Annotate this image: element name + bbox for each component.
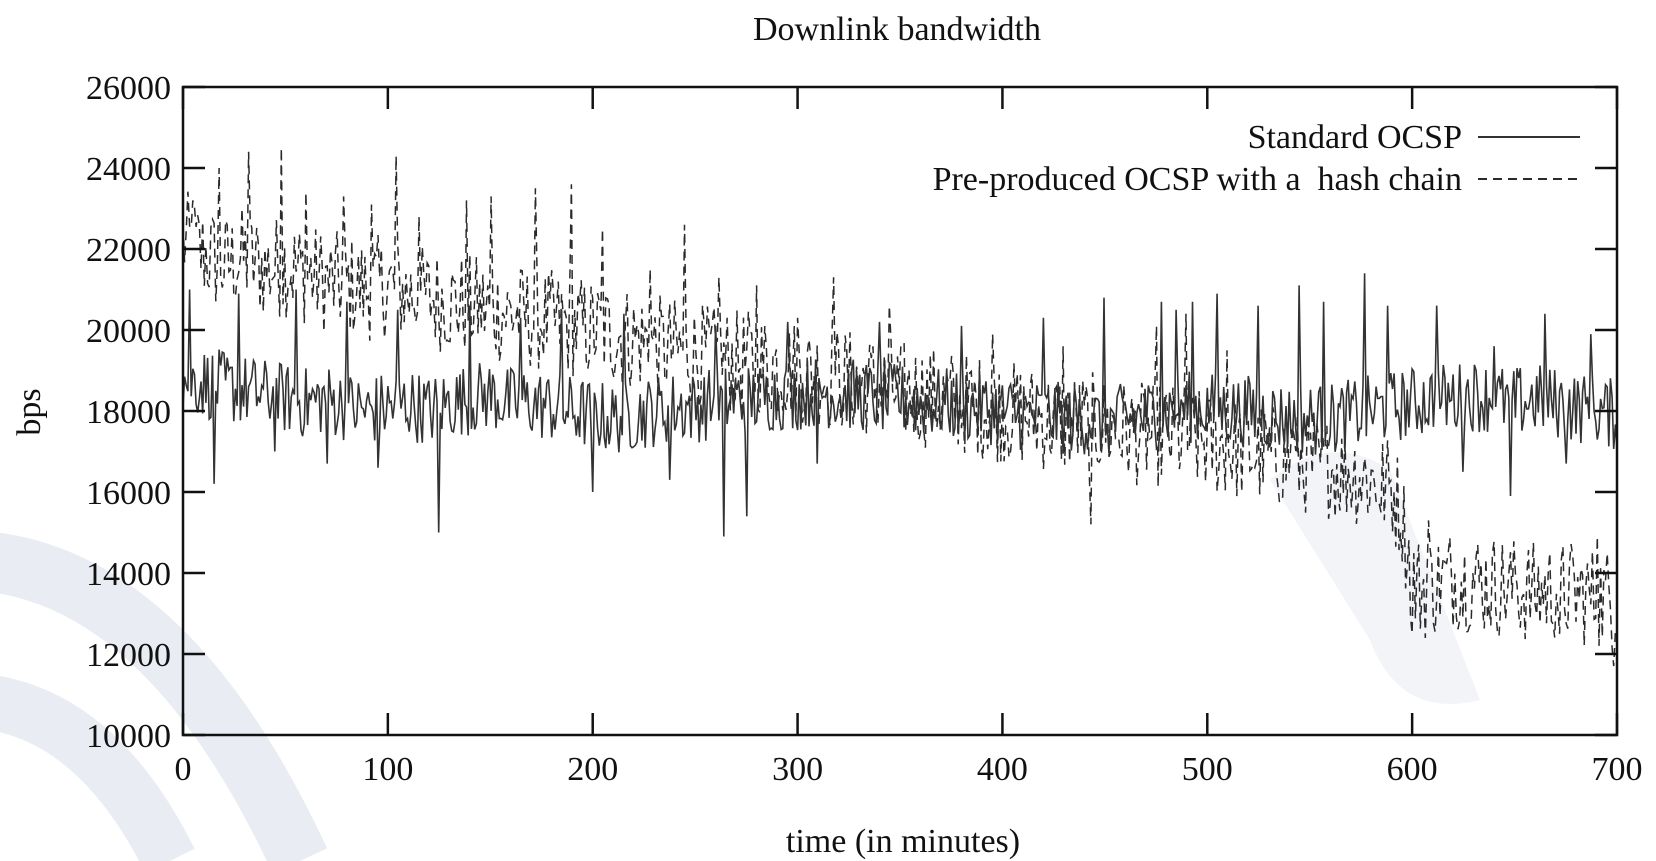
y-tick-label: 16000 [86, 475, 171, 512]
y-tick-label: 12000 [86, 637, 171, 674]
plot-frame [181, 85, 1619, 737]
legend: Standard OCSP Pre-produced OCSP with a h… [933, 119, 1580, 198]
watermark-arc-inner [0, 676, 195, 861]
plot-area [182, 147, 1618, 667]
y-tick-label: 26000 [86, 70, 171, 107]
x-tick-label: 700 [1592, 751, 1643, 788]
legend-label-standard-ocsp: Standard OCSP [1248, 119, 1462, 156]
x-axis-title: time (in minutes) [786, 823, 1020, 860]
legend-label-hash-chain: Pre-produced OCSP with a hash chain [933, 161, 1462, 198]
watermark-swoosh [1270, 452, 1480, 704]
y-tick-label: 20000 [86, 313, 171, 350]
y-tick-label: 24000 [86, 151, 171, 188]
y-axis-title: bps [11, 388, 48, 435]
x-tick-label: 400 [977, 751, 1028, 788]
x-tick-label: 0 [175, 751, 192, 788]
x-tick-label: 100 [362, 751, 413, 788]
chart-title: Downlink bandwidth [753, 11, 1041, 48]
y-tick-label: 14000 [86, 556, 171, 593]
x-tick-label: 500 [1182, 751, 1233, 788]
y-tick-label: 22000 [86, 232, 171, 269]
x-tick-label: 300 [772, 751, 823, 788]
watermark-arc-outer [0, 532, 328, 861]
x-tick-label: 600 [1387, 751, 1438, 788]
series-line-standard-ocsp [182, 273, 1618, 537]
axis-ticks: 0 100 200 300 400 500 600 700 10000 12000 14000 160… [86, 70, 1643, 788]
x-tick-label: 200 [567, 751, 618, 788]
y-tick-label: 10000 [86, 718, 171, 755]
series-line-hash-chain [182, 147, 1618, 667]
y-tick-label: 18000 [86, 394, 171, 431]
